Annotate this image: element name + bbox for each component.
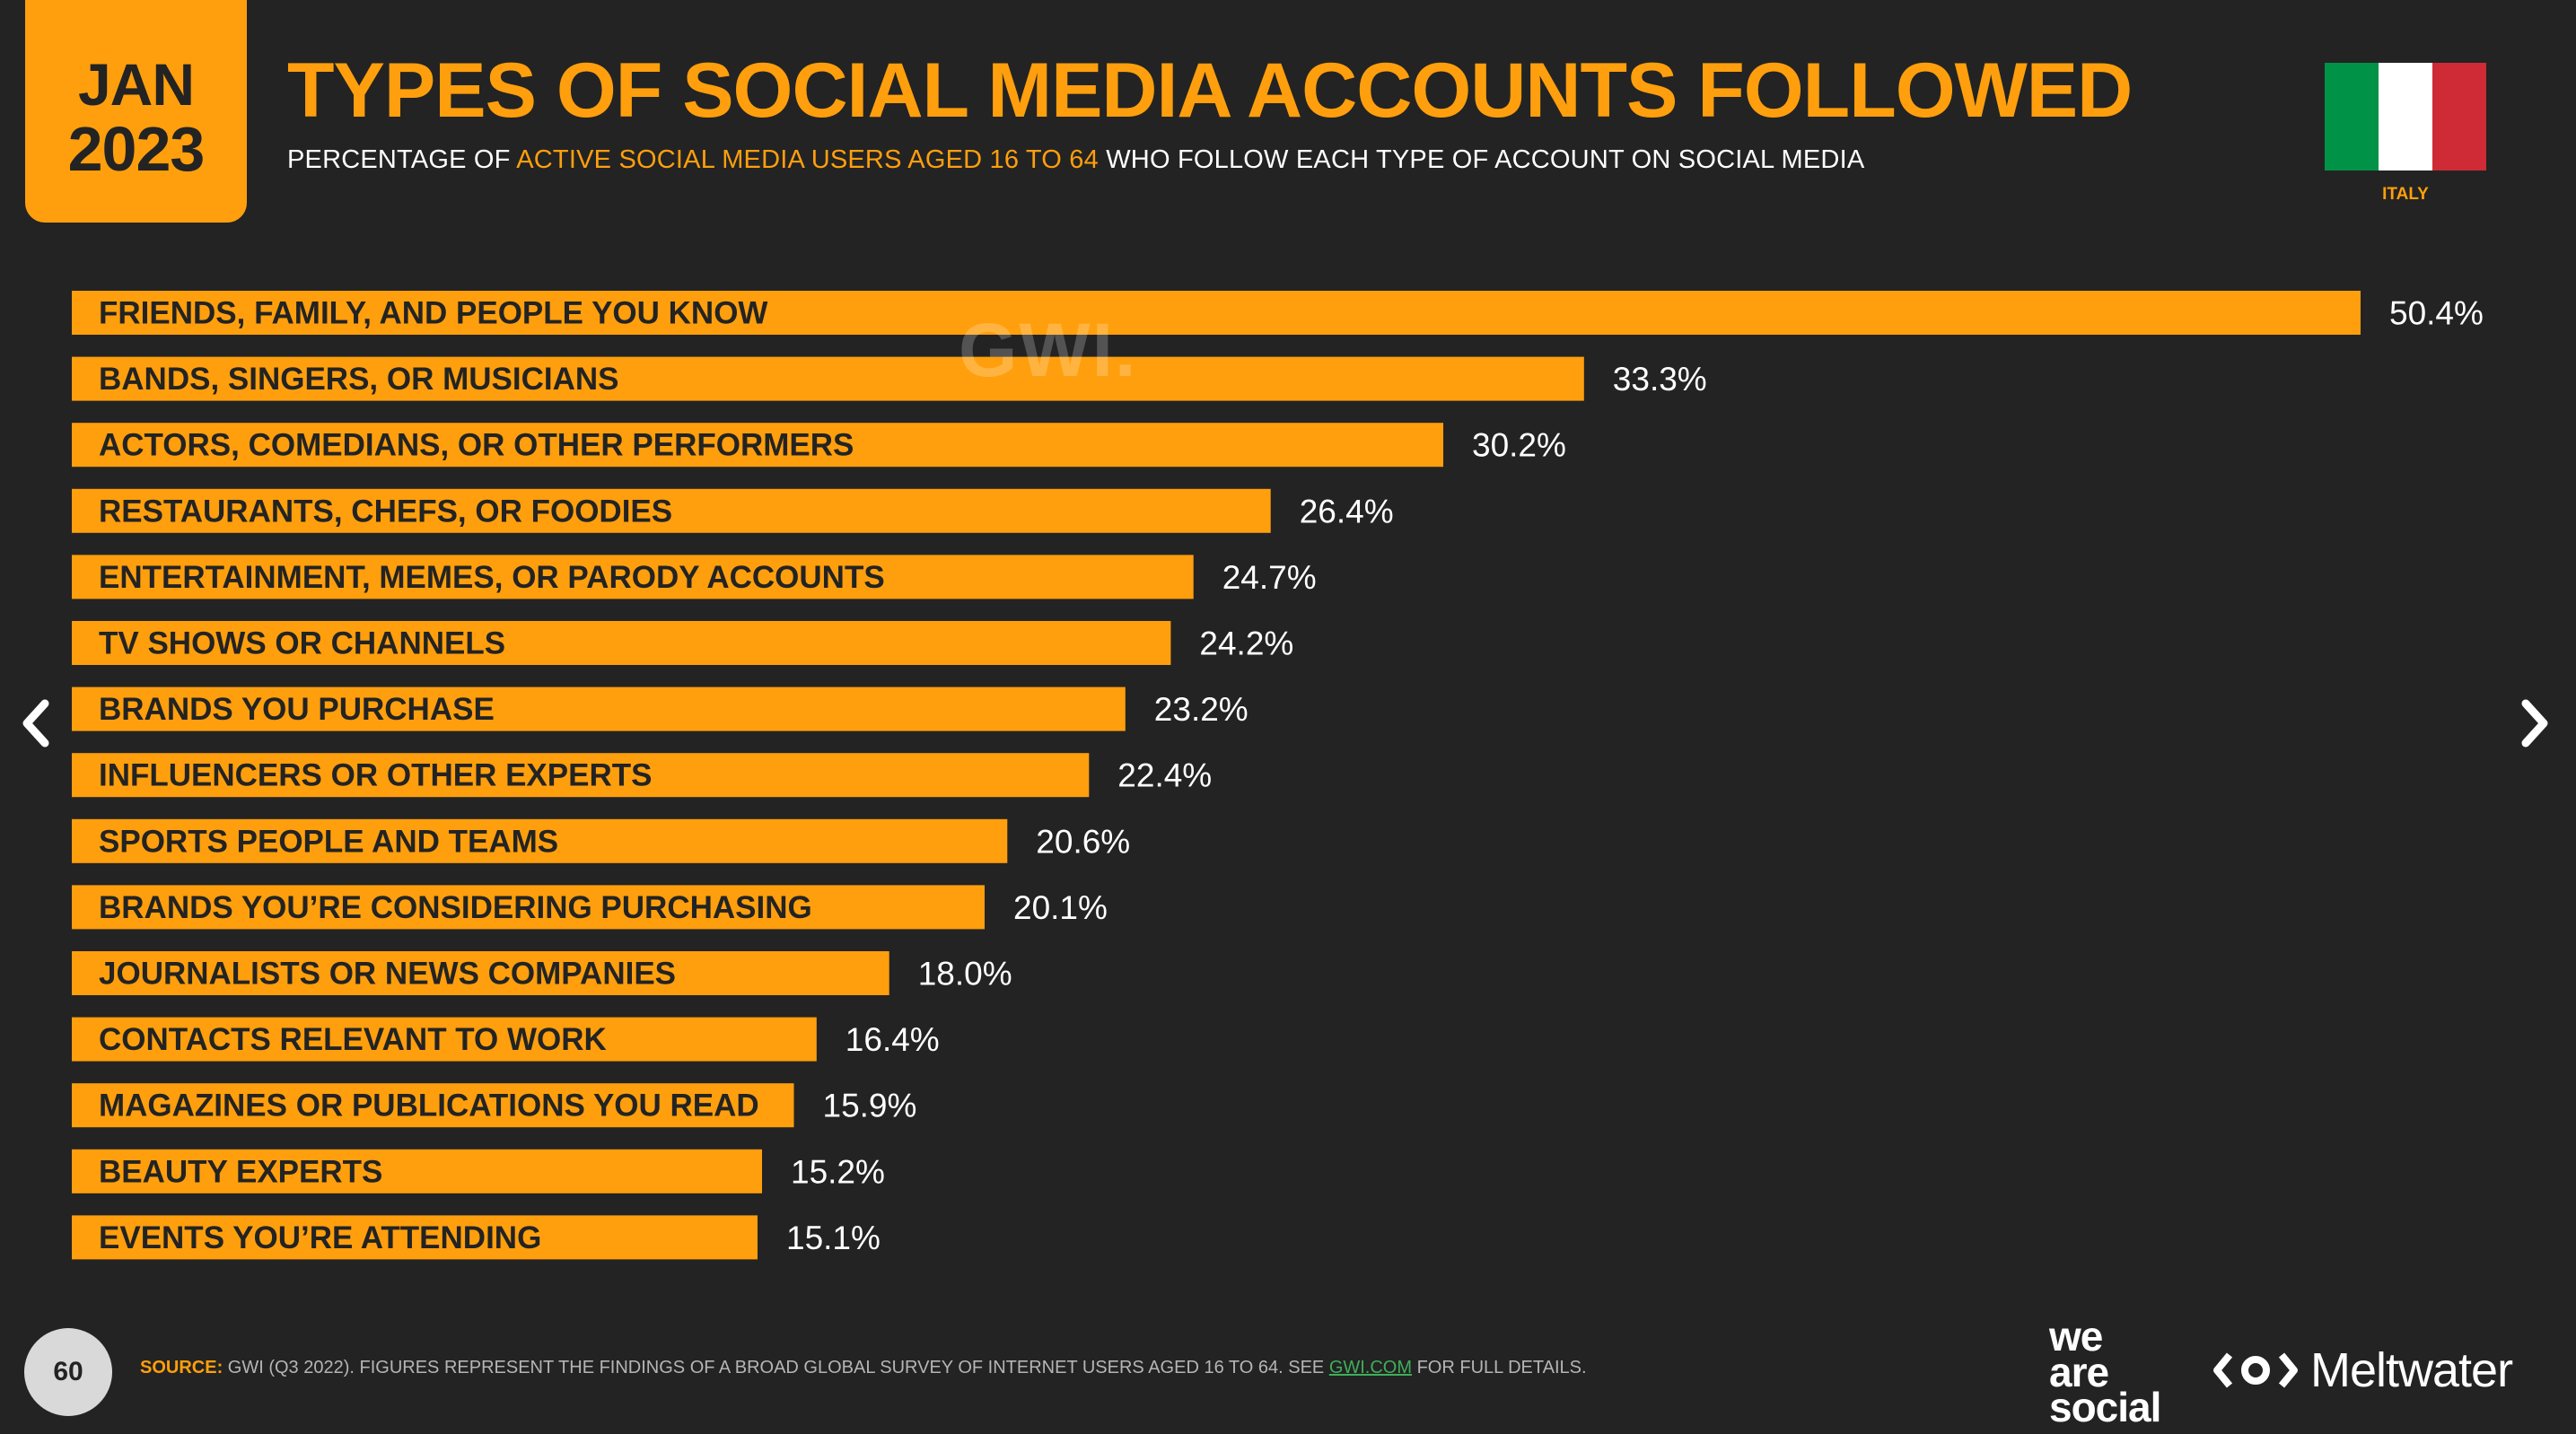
page-subtitle: PERCENTAGE OF ACTIVE SOCIAL MEDIA USERS …	[287, 145, 1864, 175]
bar-6	[72, 621, 1171, 665]
source-label: SOURCE:	[140, 1358, 223, 1377]
flag-stripe-green	[2325, 63, 2379, 171]
date-year: 2023	[67, 114, 206, 184]
value-label-8: 22.4%	[1117, 757, 1212, 794]
meltwater-logo: Meltwater	[2212, 1342, 2513, 1398]
bar-label-7: BRANDS YOU PURCHASE	[99, 692, 495, 727]
bar-2	[72, 356, 1584, 401]
logo-we: we	[2049, 1313, 2103, 1360]
value-label-5: 24.7%	[1222, 559, 1317, 596]
bar-14	[72, 1149, 762, 1194]
bar-10	[72, 885, 985, 930]
value-label-10: 20.1%	[1013, 889, 1108, 926]
bar-12	[72, 1017, 817, 1062]
value-label-1: 50.4%	[2389, 295, 2484, 332]
bar-label-13: MAGAZINES OR PUBLICATIONS YOU READ	[99, 1089, 759, 1124]
bar-label-4: RESTAURANTS, CHEFS, OR FOODIES	[99, 494, 672, 529]
flag-stripe-red	[2432, 63, 2486, 171]
subtitle-prefix: PERCENTAGE OF	[287, 145, 517, 174]
bar-label-14: BEAUTY EXPERTS	[99, 1154, 382, 1189]
value-label-15: 15.1%	[786, 1220, 881, 1256]
bar-label-5: ENTERTAINMENT, MEMES, OR PARODY ACCOUNTS	[99, 560, 885, 595]
subtitle-suffix: WHO FOLLOW EACH TYPE OF ACCOUNT ON SOCIA…	[1098, 145, 1865, 174]
bar-7	[72, 686, 1126, 731]
bar-label-1: FRIENDS, FAMILY, AND PEOPLE YOU KNOW	[99, 296, 767, 331]
bar-11	[72, 951, 889, 995]
subtitle-highlight: ACTIVE SOCIAL MEDIA USERS AGED 16 TO 64	[516, 145, 1099, 174]
value-label-9: 20.6%	[1036, 823, 1130, 860]
value-label-3: 30.2%	[1472, 427, 1566, 464]
bar-label-12: CONTACTS RELEVANT TO WORK	[99, 1022, 607, 1057]
date-badge: JAN 2023	[25, 0, 247, 223]
chevron-left-icon	[22, 699, 49, 748]
bar-3	[72, 423, 1443, 468]
bar-8	[72, 753, 1090, 798]
bar-label-8: INFLUENCERS OR OTHER EXPERTS	[99, 758, 652, 793]
bar-chart: FRIENDS, FAMILY, AND PEOPLE YOU KNOW 50.4…	[72, 291, 2484, 1260]
gwi-watermark: GWI.	[959, 308, 1138, 392]
bar-9	[72, 818, 1008, 863]
value-label-6: 24.2%	[1199, 625, 1293, 662]
page-title: TYPES OF SOCIAL MEDIA ACCOUNTS FOLLOWED	[287, 48, 2133, 134]
value-label-11: 18.0%	[918, 956, 1012, 992]
next-slide-button[interactable]	[2511, 696, 2556, 750]
source-note: SOURCE: GWI (Q3 2022). FIGURES REPRESENT…	[140, 1358, 1587, 1378]
bar-label-15: EVENTS YOU’RE ATTENDING	[99, 1220, 541, 1255]
bar-label-10: BRANDS YOU’RE CONSIDERING PURCHASING	[99, 890, 812, 925]
bar-13	[72, 1083, 794, 1128]
value-label-12: 16.4%	[846, 1021, 940, 1058]
value-label-4: 26.4%	[1300, 493, 1394, 529]
meltwater-mark-icon	[2213, 1352, 2298, 1388]
bar-label-6: TV SHOWS OR CHANNELS	[99, 626, 505, 661]
source-text: GWI (Q3 2022). FIGURES REPRESENT THE FIN…	[223, 1358, 1329, 1377]
page-number: 60	[24, 1328, 112, 1416]
value-label-14: 15.2%	[791, 1153, 885, 1190]
bar-label-3: ACTORS, COMEDIANS, OR OTHER PERFORMERS	[99, 428, 854, 463]
bar-label-11: JOURNALISTS OR NEWS COMPANIES	[99, 957, 676, 992]
italy-flag-icon	[2325, 63, 2486, 171]
previous-slide-button[interactable]	[14, 696, 59, 750]
value-label-2: 33.3%	[1613, 361, 1707, 398]
bar-4	[72, 488, 1271, 533]
bar-15	[72, 1215, 758, 1260]
flag-stripe-white	[2379, 63, 2432, 171]
bar-label-9: SPORTS PEOPLE AND TEAMS	[99, 824, 558, 859]
logo-social: social	[2049, 1384, 2161, 1431]
bar-1	[72, 291, 2361, 335]
bar-label-2: BANDS, SINGERS, OR MUSICIANS	[99, 362, 619, 397]
source-link[interactable]: GWI.COM	[1328, 1358, 1413, 1377]
value-label-7: 23.2%	[1154, 691, 1249, 728]
we-are-social-logo: we are social	[2049, 1313, 2161, 1431]
chevron-right-icon	[2521, 699, 2548, 748]
source-end: FOR FULL DETAILS.	[1412, 1358, 1587, 1377]
meltwater-wordmark: Meltwater	[2310, 1343, 2513, 1397]
value-label-13: 15.9%	[823, 1088, 917, 1124]
bar-5	[72, 555, 1194, 599]
date-month: JAN	[77, 51, 195, 118]
country-label: ITALY	[2382, 185, 2429, 204]
logo-are: are	[2049, 1348, 2109, 1395]
